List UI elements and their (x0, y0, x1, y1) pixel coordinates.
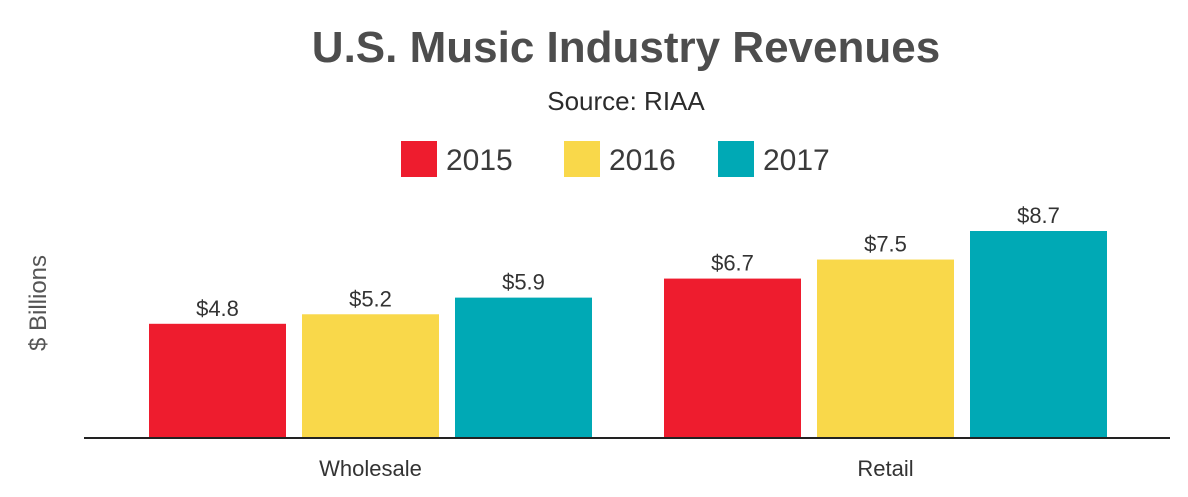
x-axis-tick-labels: Wholesale Retail (319, 456, 913, 481)
x-tick-label-wholesale: Wholesale (319, 456, 422, 481)
bars-group (149, 231, 1107, 438)
value-labels-group: $4.8 $5.2 $5.9 $6.7 $7.5 $8.7 (196, 203, 1060, 321)
value-label-retail-2015: $6.7 (711, 251, 754, 276)
chart-subtitle: Source: RIAA (547, 86, 705, 116)
value-label-wholesale-2016: $5.2 (349, 286, 392, 311)
legend-swatch-2017 (718, 141, 754, 177)
y-axis-label: $ Billions (25, 255, 52, 351)
bar-wholesale-2017 (455, 297, 592, 438)
legend-swatch-2015 (401, 141, 437, 177)
legend: 2015 2016 2017 (401, 141, 830, 177)
bar-wholesale-2016 (302, 314, 439, 438)
legend-label-2017: 2017 (763, 144, 830, 177)
bar-retail-2015 (664, 278, 801, 438)
legend-label-2015: 2015 (446, 144, 513, 177)
value-label-retail-2016: $7.5 (864, 232, 907, 257)
value-label-wholesale-2017: $5.9 (502, 270, 545, 295)
value-label-retail-2017: $8.7 (1017, 203, 1060, 228)
bar-retail-2016 (817, 259, 954, 438)
legend-swatch-2016 (564, 141, 600, 177)
x-tick-label-retail: Retail (857, 456, 913, 481)
value-label-wholesale-2015: $4.8 (196, 296, 239, 321)
bar-wholesale-2015 (149, 323, 286, 438)
legend-label-2016: 2016 (609, 144, 676, 177)
bar-retail-2017 (970, 231, 1107, 438)
chart-title: U.S. Music Industry Revenues (312, 23, 940, 72)
